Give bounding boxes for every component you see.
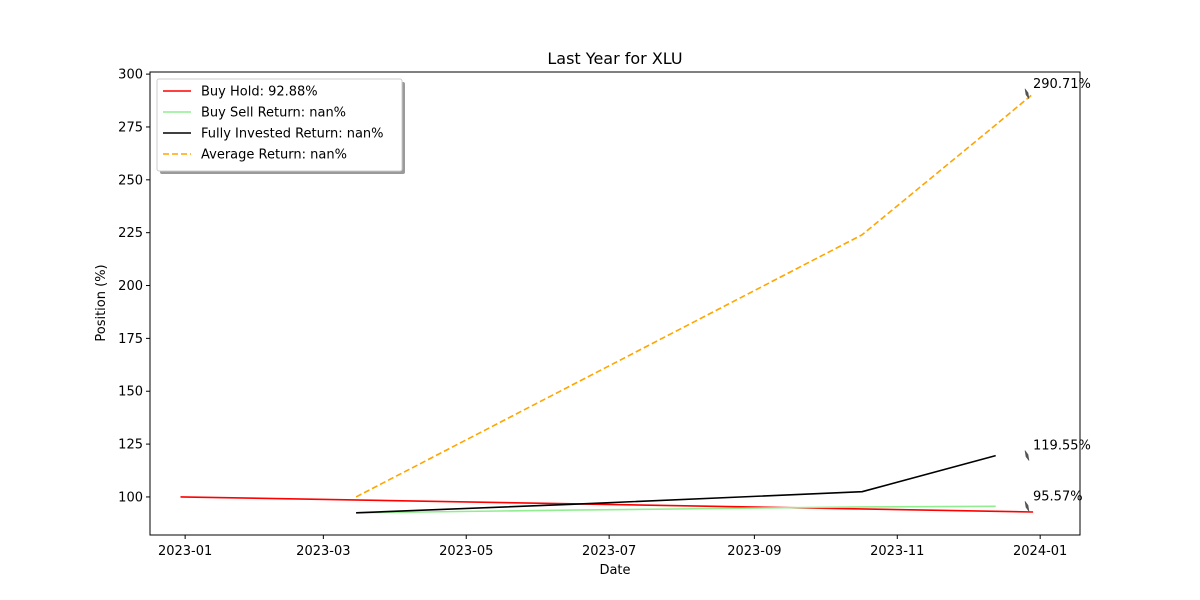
x-tick-label: 2023-09: [727, 544, 781, 559]
y-axis-title: Position (%): [94, 264, 109, 341]
annotation-label: 290.71%: [1033, 77, 1091, 92]
x-tick-label: 2023-07: [582, 544, 636, 559]
legend-label-3: Fully Invested Return: nan%: [201, 127, 384, 142]
legend-label-1: Buy Hold: 92.88%: [201, 85, 318, 100]
legend: Buy Hold: 92.88% Buy Sell Return: nan% Ful…: [156, 78, 405, 174]
series-line-3: [356, 454, 996, 514]
annotation-arrow: [1024, 88, 1030, 99]
annotation-3: 95.57%: [1024, 489, 1083, 512]
chart-title: Last Year for XLU: [547, 49, 682, 68]
y-tick-label: 125: [118, 438, 143, 453]
y-tick-label: 100: [118, 490, 143, 505]
y-tick-label: 150: [118, 385, 143, 400]
annotation-arrow: [1024, 450, 1030, 461]
annotation-label: 95.57%: [1033, 489, 1083, 504]
annotation-label: 119.55%: [1033, 439, 1091, 454]
x-tick-label: 2023-01: [158, 544, 212, 559]
y-tick-label: 175: [118, 332, 143, 347]
x-axis-title: Date: [599, 563, 630, 578]
plot-area: 2023-01 2023-03 2023-05 2023-07 2023-09 2023-…: [118, 68, 1091, 559]
plot-frame: [149, 71, 1081, 536]
series-line-2: [356, 505, 996, 514]
x-tick-label: 2023-03: [296, 544, 350, 559]
series-line-4: [355, 93, 1034, 498]
annotation-arrow: [1024, 501, 1030, 512]
y-tick-label: 300: [118, 68, 143, 83]
annotation-1: 290.71%: [1024, 77, 1091, 99]
legend-label-4: Average Return: nan%: [201, 148, 347, 163]
legend-box: [156, 78, 403, 172]
y-tick-label: 275: [118, 120, 143, 135]
x-tick-label: 2023-05: [439, 544, 493, 559]
annotation-2: 119.55%: [1024, 439, 1091, 461]
y-tick-label: 250: [118, 173, 143, 188]
y-tick-label: 225: [118, 226, 143, 241]
y-tick-label: 200: [118, 279, 143, 294]
x-tick-label: 2023-11: [870, 544, 924, 559]
x-tick-label: 2024-01: [1013, 544, 1067, 559]
legend-label-2: Buy Sell Return: nan%: [201, 106, 346, 121]
series-line-1: [180, 496, 1034, 513]
